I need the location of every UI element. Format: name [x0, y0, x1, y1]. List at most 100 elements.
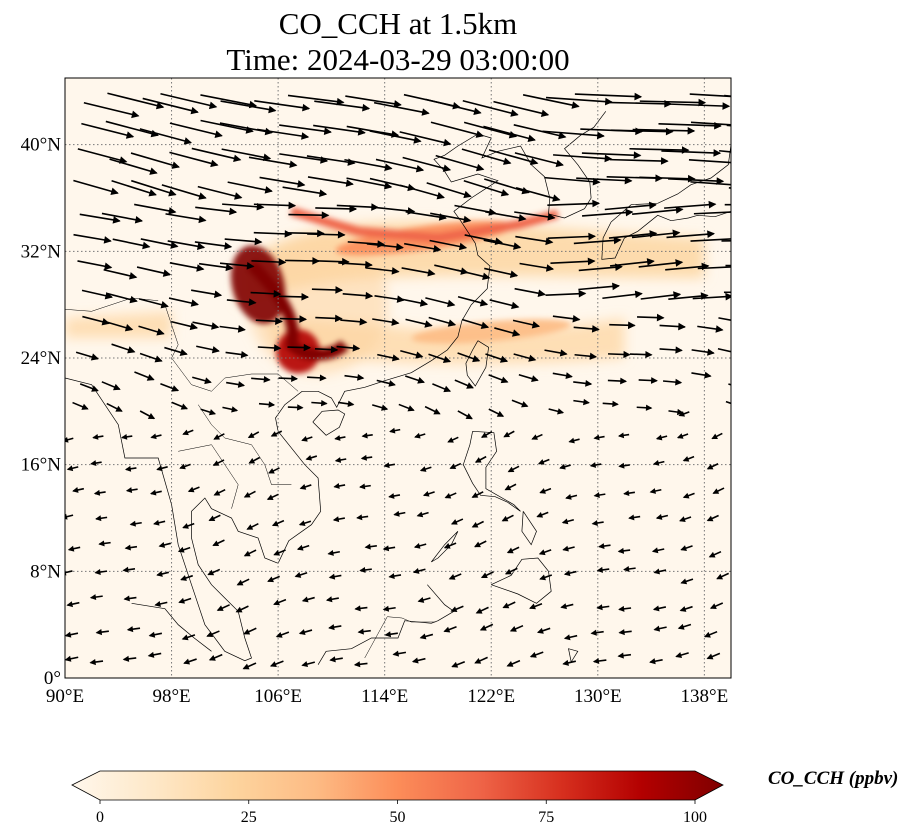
wind-arrow	[92, 434, 104, 440]
wind-arrow	[664, 200, 717, 209]
wind-arrow	[461, 148, 512, 165]
wind-arrow	[382, 545, 396, 552]
wind-arrow	[389, 427, 401, 434]
wind-arrow	[301, 596, 315, 603]
wind-arrow	[168, 297, 199, 307]
coastlines	[65, 111, 731, 665]
wind-arrow	[726, 124, 731, 127]
wind-arrow	[428, 353, 452, 363]
wind-arrow	[502, 601, 516, 609]
wind-arrow	[545, 289, 587, 298]
wind-arrow	[345, 95, 402, 108]
wind-arrow	[271, 519, 285, 527]
wind-arrow	[659, 346, 683, 354]
wind-arrow	[680, 545, 693, 551]
wind-arrow	[721, 240, 731, 242]
wind-arrow	[138, 325, 165, 336]
wind-arrow	[690, 121, 731, 126]
wind-arrow	[649, 658, 663, 665]
wind-arrow	[170, 320, 199, 331]
wind-arrow	[398, 403, 415, 412]
wind-arrow	[691, 348, 715, 356]
wind-arrow	[393, 510, 406, 517]
wind-arrow	[697, 325, 724, 333]
wind-arrow	[573, 380, 593, 387]
wind-arrow	[501, 514, 514, 522]
wind-arrow	[693, 211, 731, 215]
wind-arrow	[691, 371, 712, 379]
wind-arrow	[388, 493, 401, 499]
wind-arrow	[101, 381, 121, 391]
wind-arrow	[183, 658, 197, 665]
border-3	[65, 297, 159, 312]
wind-arrow	[593, 434, 605, 441]
wind-arrow	[250, 289, 282, 298]
wind-arrow	[251, 258, 287, 266]
wind-arrow	[655, 434, 668, 441]
wind-arrow	[192, 376, 212, 385]
wind-arrow	[609, 321, 636, 330]
wind-arrow	[574, 352, 598, 360]
wind-arrow	[414, 432, 426, 439]
wind-arrow	[400, 349, 424, 359]
wind-arrow	[107, 92, 165, 110]
wind-arrow	[354, 605, 368, 612]
wind-arrow	[666, 230, 715, 239]
wind-arrow	[106, 321, 134, 332]
wind-arrow	[653, 625, 667, 632]
wind-arrow	[220, 100, 277, 114]
lon-label-138: 138°E	[681, 686, 729, 707]
wind-arrow	[515, 235, 554, 246]
wind-arrow	[678, 411, 690, 417]
wind-arrow	[298, 520, 312, 527]
wind-arrow	[94, 569, 108, 575]
wind-arrow	[573, 325, 600, 333]
colorbar-gradient	[71, 770, 724, 801]
wind-arrow	[161, 184, 207, 200]
wind-arrow	[259, 176, 306, 188]
wind-arrow	[428, 316, 457, 327]
wind-arrow	[375, 158, 425, 173]
colorbar-ticks: 0 25 50 75 100	[96, 800, 707, 826]
wind-arrow	[483, 239, 522, 250]
wind-arrow	[138, 298, 169, 309]
wind-arrow	[724, 203, 731, 206]
wind-arrow	[328, 573, 342, 580]
wind-arrow	[592, 657, 607, 665]
wind-arrow	[156, 465, 168, 472]
wind-arrow	[711, 432, 723, 440]
wind-arrow	[718, 149, 731, 153]
coastline-3	[465, 340, 489, 387]
wind-arrow	[589, 462, 602, 468]
wind-arrow	[180, 574, 194, 581]
wind-arrow	[359, 483, 371, 490]
wind-arrow	[305, 454, 318, 461]
wind-arrow	[429, 239, 468, 251]
wind-arrow	[194, 241, 233, 250]
wind-arrow	[536, 511, 549, 518]
wind-arrow	[315, 314, 343, 323]
wind-arrow	[134, 371, 155, 381]
wind-arrow	[192, 321, 220, 330]
wind-arrow	[488, 374, 509, 384]
wind-arrow	[668, 408, 684, 416]
wind-arrow	[160, 92, 218, 110]
wind-arrow	[288, 211, 330, 219]
wind-arrow	[690, 235, 731, 242]
wind-arrow	[182, 429, 194, 436]
coastline-2	[601, 210, 731, 260]
wind-arrow	[314, 100, 371, 112]
wind-arrow	[148, 631, 163, 638]
wind-arrow	[659, 322, 686, 331]
wind-arrow	[111, 180, 157, 197]
wind-arrow	[457, 410, 473, 420]
wind-arrow	[444, 492, 457, 499]
wind-arrow	[369, 130, 422, 144]
wind-arrow	[514, 211, 556, 221]
wind-arrow	[515, 187, 561, 202]
lon-label-114: 114°E	[361, 686, 408, 707]
wind-arrow	[171, 401, 189, 410]
lon-label-98: 98°E	[152, 686, 190, 707]
wind-arrow	[139, 410, 156, 420]
